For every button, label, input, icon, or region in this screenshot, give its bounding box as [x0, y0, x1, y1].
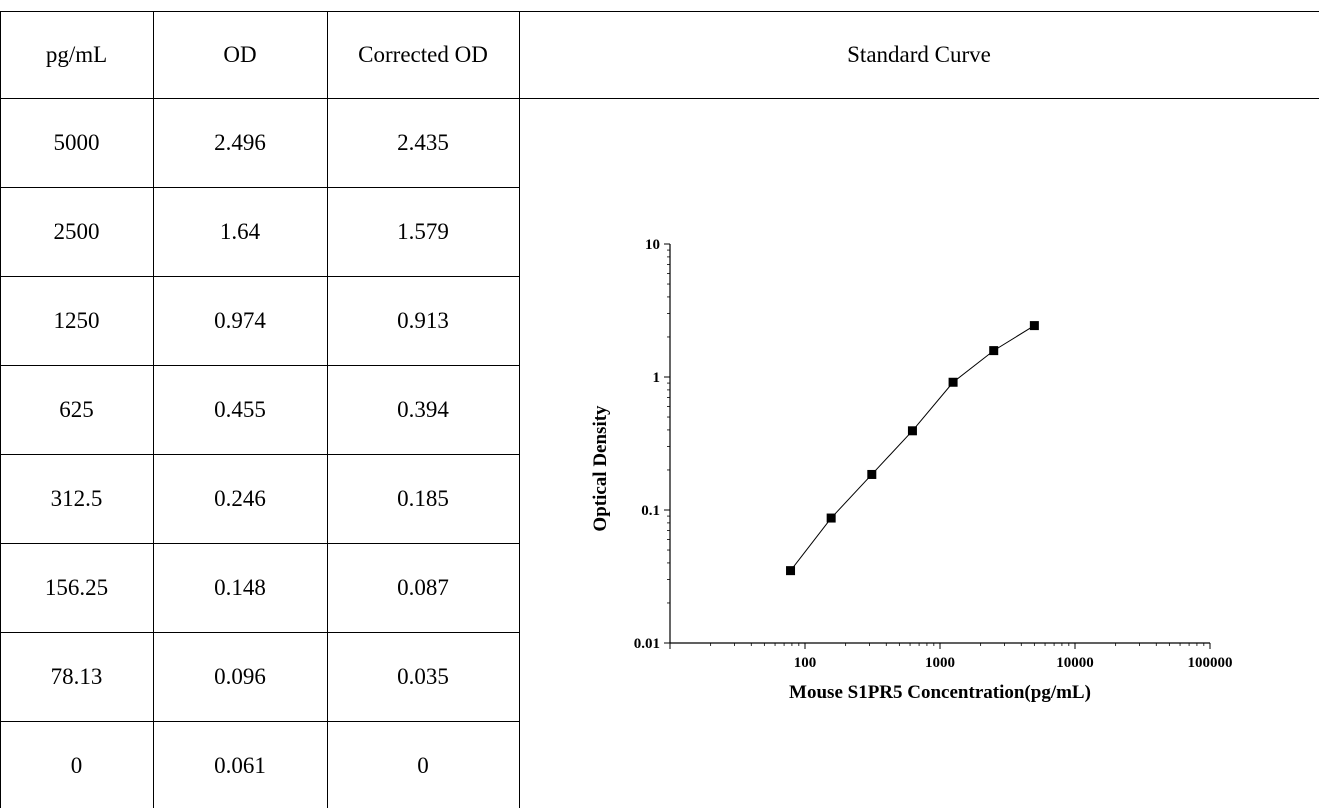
table-header-cell: pg/mL — [45, 42, 108, 67]
table-cell: 78.13 — [50, 664, 103, 689]
x-tick-label: 100 — [794, 655, 817, 671]
table-cell: 0.087 — [397, 575, 449, 600]
column-divider — [327, 11, 328, 808]
table-cell: 1250 — [53, 308, 100, 333]
table-cell: 0.394 — [397, 397, 449, 422]
table-cell: 625 — [59, 397, 94, 422]
table-cell: 0.185 — [397, 486, 449, 511]
table-cell: 0.974 — [214, 308, 266, 333]
table-cell: 0 — [417, 753, 429, 778]
table-cell: 1.64 — [219, 219, 261, 244]
y-tick-label: 1 — [653, 370, 661, 386]
row-divider — [0, 454, 520, 455]
data-point-marker — [826, 513, 836, 523]
table-cell: 2.435 — [397, 130, 449, 155]
column-divider — [0, 11, 1, 808]
table-top-border — [0, 11, 1319, 12]
table-cell: 312.5 — [50, 486, 103, 511]
row-divider — [0, 187, 520, 188]
data-point-marker — [948, 377, 958, 387]
y-tick-label: 0.1 — [641, 503, 660, 519]
x-tick-label: 1000 — [925, 655, 955, 671]
y-axis-label: Optical Density — [590, 405, 611, 532]
chart-header: Standard Curve — [847, 41, 991, 67]
data-point-marker — [786, 566, 796, 576]
x-axis-label: Mouse S1PR5 Concentration(pg/mL) — [789, 682, 1091, 703]
series-line — [790, 325, 1035, 571]
table-cell: 0 — [70, 753, 83, 778]
table-cell: 0.035 — [397, 664, 449, 689]
table-cell: 0.096 — [214, 664, 266, 689]
table-cell: 0.148 — [214, 575, 266, 600]
table-cell: 2500 — [53, 219, 100, 244]
table-cell: 2.496 — [214, 130, 266, 155]
row-divider — [0, 276, 520, 277]
row-divider — [0, 543, 520, 544]
y-tick-label: 0.01 — [634, 636, 660, 652]
row-divider — [0, 721, 520, 722]
table-cell: 5000 — [53, 130, 100, 155]
table-cell: 0.061 — [214, 753, 266, 778]
row-divider — [0, 365, 520, 366]
table-cell: 1.579 — [397, 219, 449, 244]
table-header-cell: OD — [223, 42, 257, 67]
data-point-marker — [907, 426, 917, 436]
column-divider — [153, 11, 154, 808]
table-header-cell: Corrected OD — [358, 42, 488, 67]
y-tick-label: 10 — [645, 237, 660, 253]
x-tick-label: 100000 — [1188, 655, 1233, 671]
data-point-marker — [867, 469, 877, 479]
x-tick-label: 10000 — [1056, 655, 1094, 671]
table-cell: 0.913 — [397, 308, 449, 333]
column-divider — [519, 11, 520, 808]
data-point-marker — [1029, 321, 1039, 331]
table-cell: 0.246 — [214, 486, 266, 511]
header-bottom-border — [0, 98, 1319, 99]
data-point-marker — [989, 346, 999, 356]
row-divider — [0, 632, 520, 633]
table-cell: 0.455 — [214, 397, 266, 422]
table-cell: 156.25 — [44, 575, 109, 600]
